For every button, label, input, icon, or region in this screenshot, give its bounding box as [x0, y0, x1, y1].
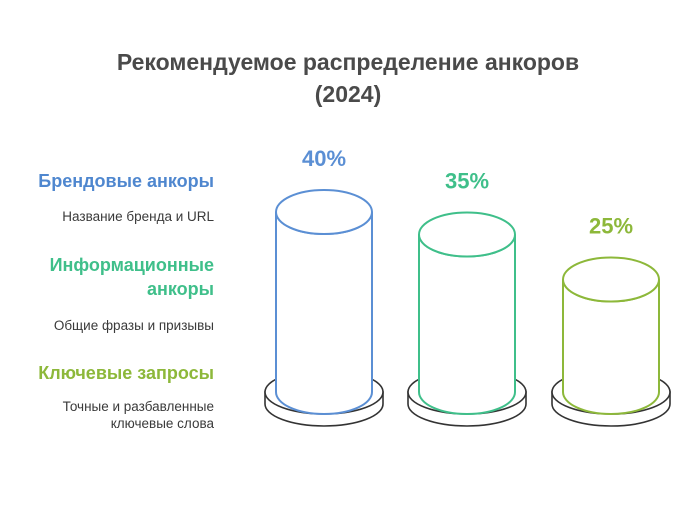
legend-title-keyword: Ключевые запросы	[38, 361, 214, 385]
bar-2: 35%	[407, 169, 527, 427]
bar-3: 25%	[551, 214, 671, 427]
chart-title-line-1: Рекомендуемое распределение анкоров	[116, 49, 580, 75]
bar-1: 40%	[264, 146, 384, 427]
bar-2-cylinder-body	[418, 234, 516, 415]
legend-title-brand-line-1: Брендовые анкоры	[38, 171, 214, 191]
legend-title-info-line-2: анкоры	[146, 279, 214, 299]
bar-3-value-label: 25%	[589, 214, 633, 239]
legend-desc-keyword: Точные и разбавленные ключевые слова	[63, 398, 214, 432]
chart-title: Рекомендуемое распределение анкоров (202…	[0, 46, 696, 110]
legend-desc-keyword-line-1: Точные и разбавленные	[62, 399, 214, 414]
bar-1-cylinder-top	[275, 189, 373, 235]
legend-title-info-line-1: Информационные	[49, 255, 214, 275]
legend-desc-info: Общие фразы и призывы	[54, 317, 214, 334]
legend-desc-keyword-line-2: ключевые слова	[110, 416, 214, 431]
bar-1-value-label: 40%	[302, 146, 346, 171]
legend-title-info: Информационные анкоры	[50, 253, 214, 301]
legend-desc-brand: Название бренда и URL	[62, 208, 214, 225]
bar-1-cylinder-body	[275, 211, 373, 415]
legend-desc-info-line-1: Общие фразы и призывы	[53, 318, 214, 333]
legend-title-keyword-line-1: Ключевые запросы	[38, 363, 214, 383]
chart-title-line-2: (2024)	[314, 81, 382, 107]
bar-2-value-label: 35%	[445, 169, 489, 194]
legend-desc-brand-line-1: Название бренда и URL	[62, 209, 214, 224]
bar-3-cylinder-top	[562, 256, 660, 303]
bar-2-cylinder-top	[418, 211, 516, 258]
legend-title-brand: Брендовые анкоры	[38, 169, 214, 193]
